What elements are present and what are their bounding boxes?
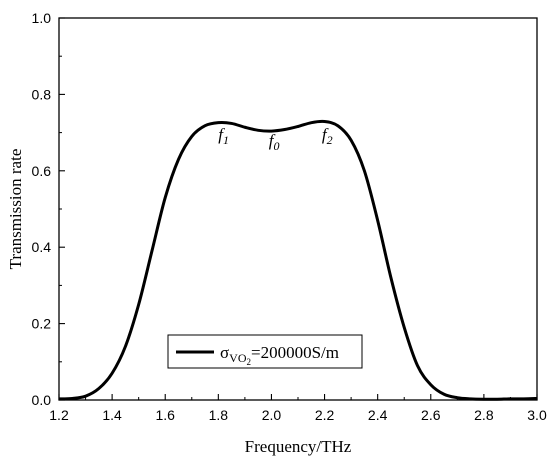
legend-value: =200000S/m (251, 343, 339, 362)
x-tick-label: 2.6 (421, 407, 441, 423)
y-tick-label: 1.0 (32, 10, 52, 26)
peak-annotation-2: f2 (322, 125, 333, 147)
x-axis-title: Frequency/THz (245, 437, 352, 456)
x-tick-label: 2.0 (262, 407, 282, 423)
x-tick-label: 2.2 (315, 407, 335, 423)
legend-sub-subscript: 2 (247, 357, 252, 367)
annotation-symbol: f (218, 125, 225, 144)
legend: σVO2=200000S/m (167, 334, 363, 369)
plot-frame (58, 17, 538, 401)
x-tick-label: 3.0 (527, 407, 547, 423)
y-tick-label: 0.6 (32, 163, 52, 179)
x-tick-label: 2.8 (474, 407, 494, 423)
annotation-symbol: f (269, 131, 276, 150)
legend-subscript: VO (229, 351, 247, 365)
peak-annotation-1: f1 (218, 125, 229, 147)
series-line-0 (58, 119, 538, 401)
y-axis-title: Transmission rate (6, 149, 25, 270)
legend-symbol: σ (220, 343, 229, 362)
x-tick-label: 1.4 (102, 407, 122, 423)
curve-layer (58, 119, 538, 401)
y-tick-label: 0.8 (32, 86, 52, 102)
annotation-subscript: 1 (223, 133, 229, 147)
x-tick-label: 2.4 (368, 407, 388, 423)
ticks-layer: 1.2 1.4 1.6 1.8 2.0 2.2 2.4 2.6 2.8 3.0 0.0 0.2 0.4 0… (32, 10, 547, 423)
y-tick-label: 0.0 (32, 392, 52, 408)
annotation-subscript: 0 (273, 139, 279, 153)
legend-label: σVO2=200000S/m (220, 343, 339, 367)
y-tick-label: 0.4 (32, 239, 52, 255)
x-tick-label: 1.6 (155, 407, 175, 423)
x-tick-label: 1.8 (209, 407, 229, 423)
y-tick-label: 0.2 (32, 316, 52, 332)
peak-annotation-0: f0 (269, 131, 280, 153)
x-tick-label: 1.2 (49, 407, 69, 423)
annotation-symbol: f (322, 125, 329, 144)
annotation-subscript: 2 (327, 133, 333, 147)
